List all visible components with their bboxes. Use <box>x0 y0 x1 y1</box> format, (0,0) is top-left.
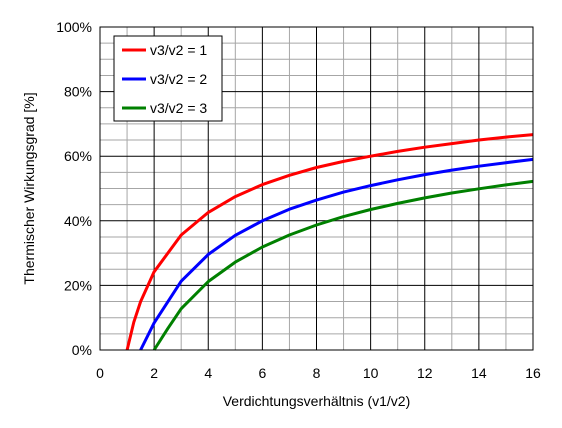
y-tick-label: 100% <box>56 19 92 35</box>
y-tick-label: 20% <box>64 277 92 293</box>
series-line-3 <box>152 179 534 351</box>
y-tick-label: 0% <box>72 342 92 358</box>
series-line-2 <box>139 157 534 351</box>
y-axis-tick-labels: 0% 20% 40% 60% 80% 100% <box>56 19 92 358</box>
y-tick-label: 40% <box>64 213 92 229</box>
legend-label-1: v3/v2 = 1 <box>150 42 207 58</box>
x-tick-label: 8 <box>313 365 321 381</box>
legend: v3/v2 = 1 v3/v2 = 2 v3/v2 = 3 <box>113 35 223 122</box>
legend-label-3: v3/v2 = 3 <box>150 100 207 116</box>
series-line-1 <box>125 133 534 351</box>
x-tick-label: 2 <box>150 365 158 381</box>
series-lines <box>125 133 534 351</box>
legend-label-2: v3/v2 = 2 <box>150 71 207 87</box>
x-tick-label: 14 <box>471 365 487 381</box>
x-tick-label: 12 <box>417 365 433 381</box>
y-axis-title: Thermischer Wirkungsgrad [%] <box>21 92 37 284</box>
y-tick-label: 80% <box>64 84 92 100</box>
plot-area-frame <box>99 26 534 351</box>
x-axis-tick-labels: 0 2 4 6 8 10 12 14 16 <box>96 365 541 381</box>
x-axis-title: Verdichtungsverhältnis (v1/v2) <box>223 393 411 409</box>
x-tick-label: 4 <box>204 365 212 381</box>
x-tick-label: 10 <box>363 365 379 381</box>
x-tick-label: 0 <box>96 365 104 381</box>
x-tick-label: 6 <box>258 365 266 381</box>
x-tick-label: 16 <box>525 365 541 381</box>
y-tick-label: 60% <box>64 148 92 164</box>
